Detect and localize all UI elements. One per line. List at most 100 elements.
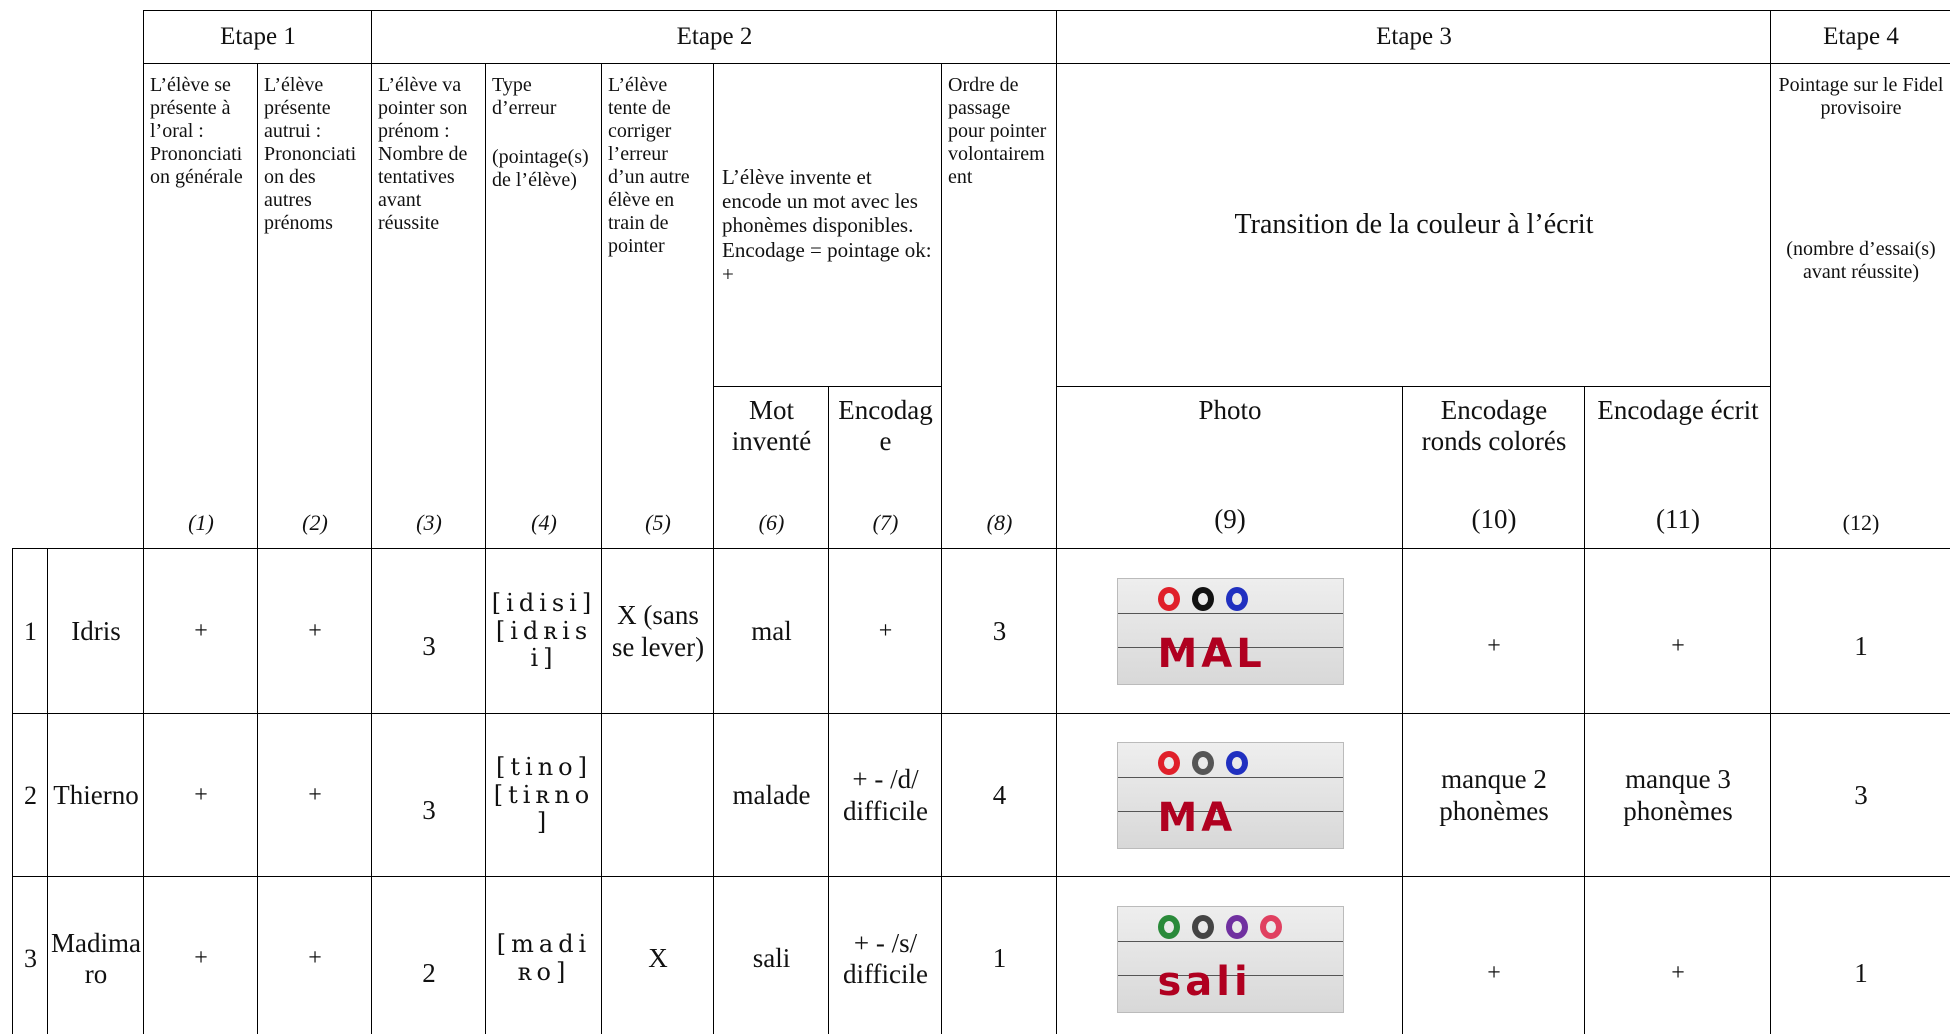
cell-text: sali	[752, 943, 791, 974]
row-number-text: 3	[24, 944, 37, 974]
data-cell: +	[1584, 548, 1771, 714]
data-cell: 1	[1770, 548, 1950, 714]
data-cell	[601, 713, 714, 877]
data-cell: 2	[371, 876, 486, 1034]
color-dot	[1157, 751, 1180, 775]
data-cell: + - /d/ difficile	[828, 713, 942, 877]
row-number: 1	[12, 548, 48, 714]
paper-line	[1117, 777, 1343, 778]
color-dot	[1191, 587, 1214, 611]
data-cell: +	[257, 548, 372, 714]
row-name: Madimaro	[47, 876, 144, 1034]
stage-label: Etape 1	[220, 23, 296, 51]
row-name-text: Idris	[71, 615, 121, 646]
column-number: (9)	[1214, 503, 1246, 534]
column-header: Pointage sur le Fidel provisoire (nombre …	[1770, 63, 1950, 549]
paper-line	[1117, 940, 1343, 942]
column-header: Encodage écrit (11)	[1584, 386, 1771, 549]
column-number: (12)	[1842, 509, 1880, 535]
stage-header: Etape 3	[1056, 10, 1771, 64]
column-number: (4)	[531, 509, 557, 535]
cell-text: +	[194, 617, 208, 644]
cell-text: 3	[422, 630, 436, 661]
column-number: (6)	[758, 509, 785, 535]
paper-line	[1117, 811, 1343, 812]
column-number: (7)	[872, 509, 899, 535]
data-cell: +	[1402, 876, 1585, 1034]
photo: sali	[1116, 905, 1344, 1013]
column-header: L’élève tente de corriger l’erreur d’un …	[601, 63, 714, 549]
data-cell: [madiʀo]	[485, 876, 602, 1034]
data-cell: mal	[713, 548, 829, 714]
column-header: Type d’erreur (pointage(s) de l’élève) (4)	[485, 63, 602, 549]
cell-text: 1	[1854, 630, 1868, 661]
cell-text: +	[194, 945, 208, 972]
column-header: Encodage (7)	[828, 386, 942, 549]
column-number: (8)	[986, 509, 1013, 535]
data-cell: +	[143, 876, 258, 1034]
stage-header: Etape 4	[1770, 10, 1950, 64]
cell-text: malade	[732, 779, 811, 810]
cell-text: +	[1671, 632, 1685, 659]
stage-header: Etape 2	[371, 10, 1057, 64]
photo: MA	[1116, 742, 1344, 849]
data-cell: X (sans se lever)	[601, 548, 714, 714]
stage-label: Etape 2	[676, 23, 753, 51]
column-number: (10)	[1471, 503, 1517, 534]
cell-text: manque 2 phonèmes	[1439, 764, 1549, 826]
column-top: L’élève présente autrui : Prononciation …	[264, 74, 366, 235]
data-cell: +	[828, 548, 942, 714]
cell-text: +	[1487, 960, 1501, 987]
column-header: Encodage ronds colorés (10)	[1402, 386, 1585, 549]
data-cell: manque 3 phonèmes	[1584, 713, 1771, 877]
data-cell: +	[257, 876, 372, 1034]
column-top: Ordre de passage pour pointer volontaire…	[948, 74, 1051, 189]
data-cell: +	[1584, 876, 1771, 1034]
column-header: Photo (9)	[1056, 386, 1403, 549]
column-top: Encodage	[835, 395, 936, 457]
column-number: (1)	[188, 509, 214, 535]
cell-text: [madiʀo]	[496, 930, 592, 986]
column-label: L’élève va pointer son prénom : Nombre d…	[378, 74, 468, 234]
data-cell: 3	[1770, 713, 1950, 877]
paper-line	[1117, 613, 1343, 614]
color-dot	[1225, 587, 1248, 611]
cell-text: 3	[992, 615, 1007, 646]
cell-text: + - /d/ difficile	[843, 764, 928, 826]
cell-text: +	[1671, 960, 1685, 987]
data-cell: +	[143, 713, 258, 877]
column-header: Ordre de passage pour pointer volontaire…	[941, 63, 1057, 549]
data-cell: 4	[941, 713, 1057, 877]
column-header: L’élève va pointer son prénom : Nombre d…	[371, 63, 486, 549]
group-header: L’élève invente et encode un mot avec le…	[713, 63, 942, 387]
cell-text: 3	[1854, 779, 1868, 810]
row-number-text: 1	[24, 616, 37, 646]
cell-text: + - /s/ difficile	[843, 927, 928, 989]
cell-text: X (sans se lever)	[611, 600, 705, 662]
cell-text: 3	[422, 794, 436, 825]
data-cell: +	[143, 548, 258, 714]
color-dot	[1157, 914, 1180, 939]
column-top: Encodage ronds colorés	[1409, 395, 1579, 457]
column-label: L’élève présente autrui : Prononciation …	[264, 74, 357, 234]
data-cell: [tino] [tiʀno]	[485, 713, 602, 877]
paper-line	[1117, 974, 1343, 976]
data-cell: X	[601, 876, 714, 1034]
column-label: Type d’erreur	[492, 74, 557, 119]
data-cell: sali	[713, 876, 829, 1034]
column-number: (11)	[1656, 503, 1700, 534]
data-cell: 1	[1770, 876, 1950, 1034]
row-number: 3	[12, 876, 48, 1034]
stage-label: Etape 4	[1823, 23, 1899, 51]
stage-label: Etape 3	[1376, 23, 1452, 51]
photo-writing: sali	[1157, 958, 1252, 1005]
color-dot	[1191, 751, 1214, 775]
column-number: (2)	[302, 509, 328, 535]
group-header: Transition de la couleur à l’écrit	[1056, 63, 1771, 387]
data-cell: [idisi] [idʀisi]	[485, 548, 602, 714]
cell-text: +	[308, 781, 322, 808]
cell-text: 1	[1854, 958, 1868, 989]
data-cell: 1	[941, 876, 1057, 1034]
column-number: (5)	[645, 509, 671, 535]
cell-text: +	[308, 945, 322, 972]
